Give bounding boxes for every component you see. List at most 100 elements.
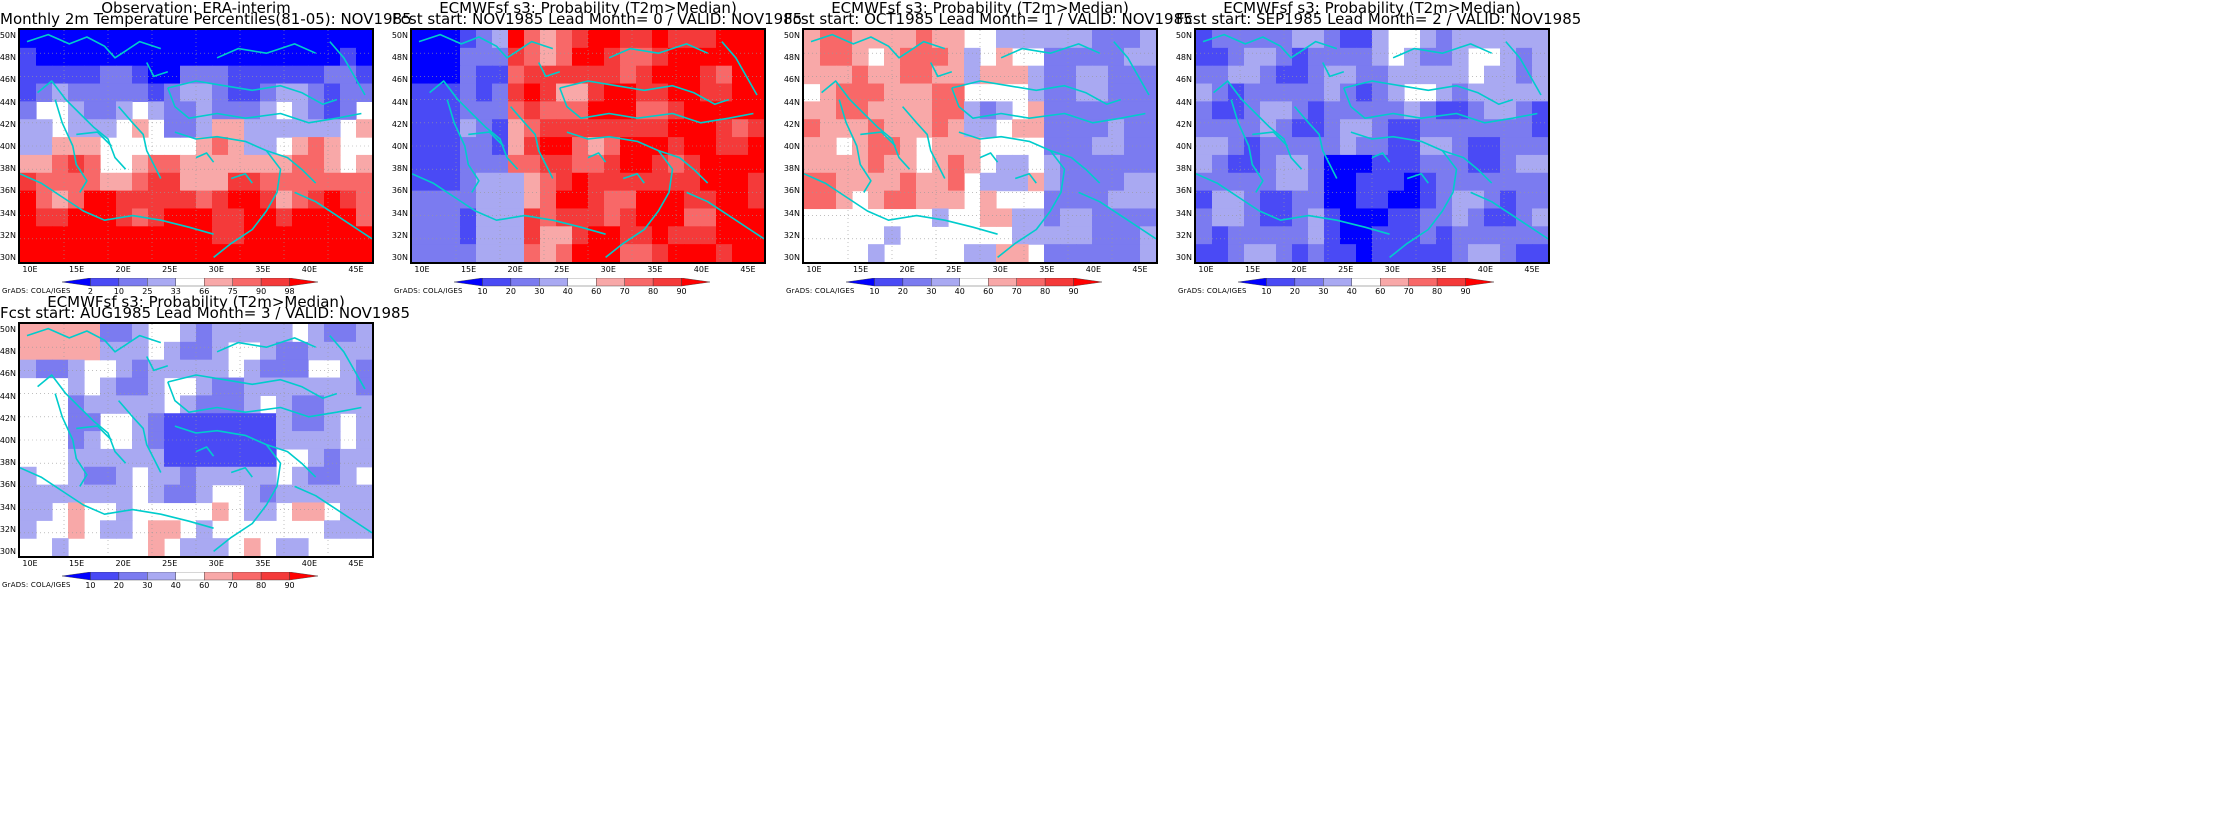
- grid-cell: [1516, 47, 1533, 67]
- grid-cell: [716, 226, 733, 245]
- grid-cell: [180, 47, 197, 67]
- colorbar-segment: [539, 278, 568, 287]
- grid-cell: [132, 448, 149, 468]
- grid-cell: [1228, 137, 1245, 156]
- colorbar-label: 60: [591, 287, 602, 296]
- grid-cell: [444, 244, 461, 262]
- grid-cell: [52, 154, 69, 174]
- grid-cell: [732, 137, 749, 156]
- grid-cell: [1500, 137, 1517, 156]
- colorbar-label: 10: [1261, 287, 1272, 296]
- grid-cell: [1228, 154, 1245, 174]
- grid-cell: [1532, 119, 1548, 138]
- coastline: [216, 337, 317, 353]
- grid-cell: [1124, 137, 1141, 156]
- grid-cell: [308, 324, 325, 343]
- longitude-label: 40E: [1085, 265, 1102, 274]
- grid-cell: [148, 47, 165, 67]
- grid-cell: [684, 137, 701, 156]
- grid-cell: [116, 101, 133, 120]
- grid-cell: [1212, 30, 1229, 49]
- grid-cell: [36, 30, 53, 49]
- grid-cell: [244, 244, 261, 262]
- grid-cell: [356, 190, 372, 210]
- latitude-label: 46N: [0, 369, 16, 379]
- grid-cell: [748, 30, 764, 49]
- coastline: [76, 425, 113, 441]
- grid-cell: [1532, 190, 1548, 210]
- grid-cell: [1276, 119, 1293, 138]
- grid-cell: [652, 226, 669, 245]
- colorbar-segment: [175, 572, 205, 581]
- grid-cell: [620, 226, 637, 245]
- grid-cell: [636, 83, 653, 102]
- longitude-label: 20E: [507, 265, 523, 274]
- grid-cell: [276, 208, 293, 227]
- grid-cell: [308, 154, 325, 174]
- grid-cell: [196, 65, 213, 85]
- grid-cell: [324, 137, 341, 156]
- coastline: [1350, 131, 1493, 184]
- grid-cell: [852, 119, 869, 138]
- grid-cell: [1244, 83, 1261, 102]
- coastline: [195, 446, 215, 457]
- grid-cell: [700, 101, 717, 120]
- coastline: [167, 381, 362, 418]
- grid-cell: [116, 377, 133, 396]
- grid-cell: [1092, 83, 1109, 102]
- latitude-label: 44N: [391, 97, 408, 107]
- grid-cell: [716, 190, 733, 210]
- grid-cell: [1228, 101, 1245, 120]
- grid-cell: [196, 431, 213, 450]
- grid-cell: [588, 244, 605, 262]
- latitude-label: 38N: [0, 458, 16, 468]
- grid-cell: [508, 83, 525, 102]
- grid-cell: [604, 190, 621, 210]
- grid-cell: [1484, 119, 1501, 138]
- grid-cell: [1452, 101, 1469, 120]
- grid-cell: [324, 190, 341, 210]
- grid-cell: [1276, 154, 1293, 174]
- grid-cell: [1076, 47, 1093, 67]
- latitude-label: 44N: [1175, 97, 1192, 107]
- grid-cell: [84, 413, 101, 432]
- grid-cell: [932, 83, 949, 102]
- grid-cell: [1212, 65, 1229, 85]
- colorbar-segment: [1073, 278, 1103, 287]
- grid-cell: [1124, 83, 1141, 102]
- grid-cell: [1532, 65, 1548, 85]
- grid-cell: [1260, 65, 1277, 85]
- coastline: [167, 374, 338, 399]
- grid-cell: [1244, 119, 1261, 138]
- grid-cell: [356, 47, 372, 67]
- panel-title-line2: Fcst start: SEP1985 Lead Month= 2 / VALI…: [1176, 10, 1582, 28]
- colorbar-label: 90: [1068, 287, 1079, 296]
- grid-cell: [932, 154, 949, 174]
- grid-cell: [36, 341, 53, 361]
- grid-cell: [604, 226, 621, 245]
- grid-cell: [1044, 30, 1061, 49]
- coastline: [1014, 173, 1037, 184]
- grid-cell: [180, 324, 197, 343]
- grid-cell: [1292, 137, 1309, 156]
- grid-cell: [324, 431, 341, 450]
- grid-cell: [508, 226, 525, 245]
- grid-cell: [1308, 190, 1325, 210]
- grid-cell: [1044, 208, 1061, 227]
- colorbar-segment: [1016, 278, 1046, 287]
- shaded-field: [20, 324, 372, 556]
- latitude-label: 50N: [783, 31, 800, 40]
- colorbar-segment: [454, 278, 483, 287]
- grid-cell: [180, 83, 197, 102]
- grid-cell: [116, 448, 133, 468]
- grid-cell: [1420, 154, 1437, 174]
- grid-cell: [324, 154, 341, 174]
- grads-credit: GrADS: COLA/IGES: [394, 287, 463, 295]
- grid-cell: [1452, 226, 1469, 245]
- grid-cell: [244, 395, 261, 414]
- grid-cell: [1060, 101, 1077, 120]
- grid-cell: [1076, 101, 1093, 120]
- grid-cell: [148, 448, 165, 468]
- grid-cell: [1356, 172, 1373, 192]
- grid-cell: [1436, 137, 1453, 156]
